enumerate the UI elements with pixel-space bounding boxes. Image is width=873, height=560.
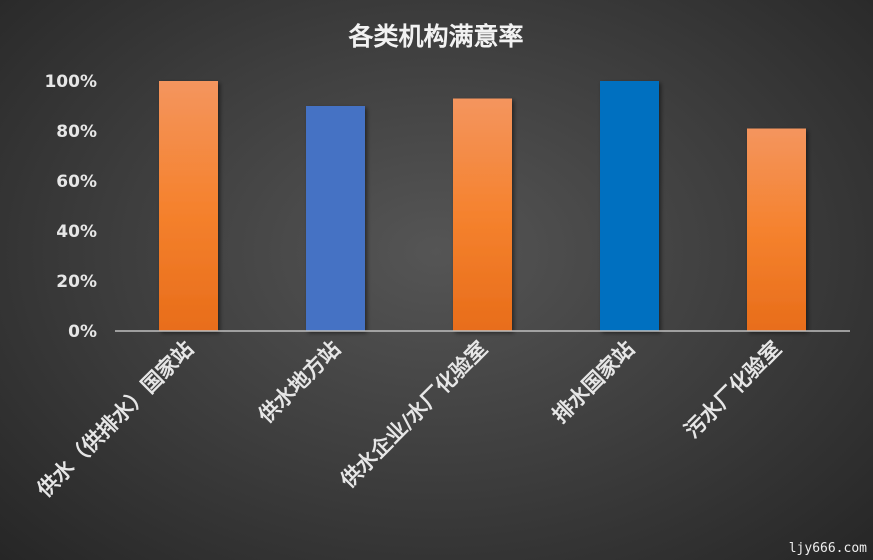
y-tick-label: 20% [56,272,97,292]
x-tick-label: 供水企业/水厂化验室 [335,337,492,494]
watermark: ljy666.com [788,541,867,556]
x-tick-label: 排水国家站 [548,337,639,428]
bar [453,98,512,331]
bar [600,81,659,331]
bar [747,128,806,331]
x-tick-label: 供水（供排水）国家站 [32,337,198,503]
y-tick-label: 100% [44,72,97,92]
x-tick-label: 污水厂化验室 [680,337,786,443]
y-tick-label: 60% [56,172,97,192]
y-tick-label: 40% [56,222,97,242]
bar [306,106,365,331]
chart-title: 各类机构满意率 [347,22,523,51]
bar [159,81,218,331]
y-tick-label: 80% [56,122,97,142]
y-tick-label: 0% [68,322,97,342]
x-tick-label: 供水地方站 [253,337,345,429]
